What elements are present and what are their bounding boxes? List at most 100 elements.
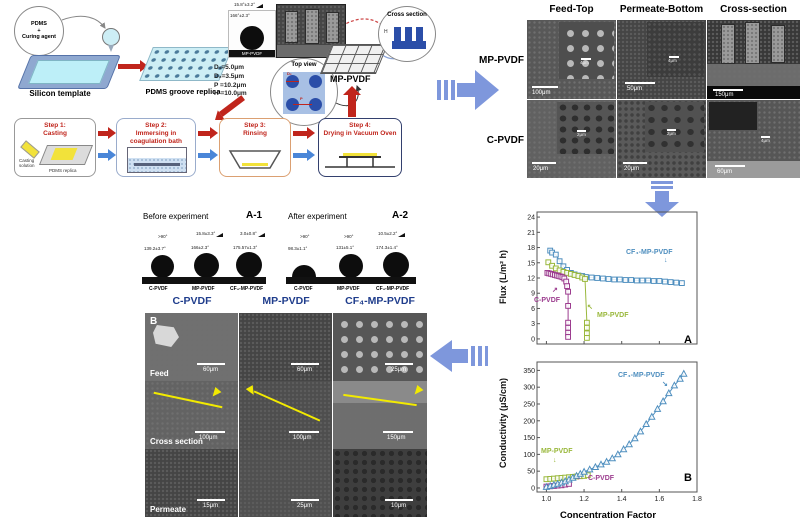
before-cf4-name: CF₄-MP-PVDF [230, 286, 264, 292]
semb-row-label-feed: Feed [150, 369, 169, 378]
sem-c-feed: 2μm 20μm [527, 100, 616, 178]
annotation-arrow-icon [587, 303, 593, 311]
flux-panel-label: A [684, 334, 692, 346]
top-view-schematic: D₂ P [283, 71, 325, 114]
flux-ann-cf4: CF₄-MP-PVDF [626, 249, 673, 256]
groove-replica-label: PDMS groove replica [145, 87, 221, 96]
droplet-baseline: MP-PVDF [229, 50, 275, 57]
svg-text:50: 50 [527, 469, 535, 476]
semb-cross-c-scale: 100μm [199, 435, 218, 441]
conductivity-axis-title: Conductivity (μS/cm) [498, 378, 508, 469]
cond-ann-mp: MP-PVDF [541, 448, 573, 455]
before-baseline [142, 277, 266, 284]
dropper-icon [102, 28, 120, 46]
before-cf4-droplet [236, 252, 262, 278]
cond-panel-label: B [684, 472, 692, 484]
svg-text:0: 0 [531, 336, 535, 343]
droplet-photo-label: MP-PVDF [241, 50, 263, 56]
vacuum-oven-graphic [325, 153, 395, 168]
debris-blob [153, 325, 179, 347]
before-mp-name: MP-PVDF [192, 286, 215, 292]
step2-box: Step 2: Immersing in coagulation bath [116, 118, 196, 177]
pour-connector [61, 15, 106, 29]
cross-section-inset: Cross section H [378, 6, 436, 62]
step4-title: Step 4: Drying in Vacuum Oven [323, 122, 397, 138]
after-c-slide: >90° [300, 234, 310, 239]
rinsing-dish-graphic [228, 150, 282, 169]
step3-title: Step 3: Rinsing [243, 122, 267, 138]
svg-text:6: 6 [531, 306, 535, 313]
svg-text:3: 3 [531, 321, 535, 328]
cross-section-schematic [392, 27, 426, 49]
tilt-plate-icon [398, 232, 406, 237]
after-baseline [286, 277, 416, 284]
semb-feed-cf4-scale: 25μm [391, 367, 407, 373]
svg-text:300: 300 [523, 385, 535, 392]
step1-title: Step 1: Casting [43, 122, 67, 138]
arrow-template-to-replica [118, 60, 148, 72]
conductivity-chart: 0 50 100 150 200 250 300 350 1.0 1.2 1.4 1.6 1.8 [523, 361, 702, 503]
after-experiment-title: After experiment [288, 212, 347, 221]
after-cf4-angle: 174.3±1.4° [376, 245, 398, 250]
semb-row-label-cross: Cross section [150, 437, 203, 446]
annotation-arrow-icon [662, 380, 668, 388]
sem-to-membrane-connector [341, 18, 394, 42]
casting-tube-icon [20, 140, 40, 159]
sem-c-feed-inset-scale: 2μm [577, 132, 586, 137]
after-mp-name: MP-PVDF [337, 286, 360, 292]
p-dim-label: P [300, 96, 303, 101]
tilt-plate-icon [257, 232, 265, 237]
svg-text:350: 350 [523, 368, 535, 375]
cond-ann-cf4: CF₄-MP-PVDF [618, 372, 665, 379]
semb-permeate-c-scale: 15μm [203, 503, 219, 509]
panel-tag-a1: A-1 [246, 210, 263, 221]
arrow-step3-step4-blue [293, 149, 315, 161]
before-mp-droplet [194, 253, 219, 278]
sem-top-row-label-c: C-PVDF [486, 135, 524, 146]
droplet-contact-angle: 166°±2.3° [230, 13, 250, 18]
sem-c-permeate-inset-scale: 2μm [667, 131, 676, 136]
annotation-arrow-icon [553, 457, 557, 464]
before-mp-slide: 15.8±3.3° [196, 231, 224, 237]
before-c-slide: >90° [158, 234, 168, 239]
annotation-arrow-icon [552, 286, 558, 294]
panel-tag-a2: A-2 [392, 210, 409, 221]
d2-dim-label: D₂ [287, 71, 292, 76]
silicon-template-label: Silicon template [29, 89, 91, 98]
sem-mp-permeate: 4μm 50μm [617, 20, 706, 99]
after-c-name: C-PVDF [294, 286, 313, 292]
svg-text:12: 12 [527, 276, 535, 283]
svg-text:1.2: 1.2 [579, 496, 589, 503]
svg-text:250: 250 [523, 401, 535, 408]
after-cf4-name: CF₄-MP-PVDF [376, 286, 410, 292]
sem-c-cross: 4μm 60μm [707, 100, 800, 178]
semb-feed-mp-scale: 60μm [297, 367, 313, 373]
top-view-label: Top view [291, 62, 317, 68]
svg-text:150: 150 [523, 435, 535, 442]
sem-mp-feed-inset-scale: 4μm [580, 60, 589, 65]
flux-chart: 0 3 6 9 12 15 18 21 24 [527, 211, 698, 345]
flux-ann-c: C-PVDF [534, 297, 561, 304]
arrow-step1-step2-red [98, 127, 116, 139]
semb-cross-cf4: 150μm [333, 381, 427, 449]
semb-cross-mp-scale: 100μm [293, 435, 312, 441]
silicon-template-cavity [28, 60, 110, 84]
sem-mp-permeate-inset-scale: 4μm [668, 58, 677, 63]
droplet-photo: 166°±2.3° MP-PVDF [228, 10, 276, 58]
tilt-plate-icon [256, 3, 264, 8]
semb-permeate-c: Permeate 15μm [145, 449, 238, 517]
cross-section-label: Cross section [387, 12, 427, 18]
after-mp-angle: 131±5.1° [336, 245, 355, 250]
semb-feed-cf4: 25μm [333, 313, 427, 381]
semb-permeate-cf4-scale: 10μm [391, 503, 407, 509]
svg-text:15: 15 [527, 260, 535, 267]
sem-c-permeate-scale: 20μm [624, 166, 640, 172]
after-c-droplet [292, 265, 316, 277]
svg-text:1.8: 1.8 [692, 496, 702, 503]
mp-pvdf-label: MP-PVDF [330, 74, 371, 84]
semb-permeate-mp-scale: 25μm [297, 503, 313, 509]
before-cf4-angle: 175.57±1.3° [233, 245, 258, 250]
annotation-arrow-icon [664, 257, 668, 264]
sem-top-header-permeate: Permeate-Bottom [619, 4, 704, 15]
step2-title: Step 2: Immersing in coagulation bath [130, 122, 182, 146]
